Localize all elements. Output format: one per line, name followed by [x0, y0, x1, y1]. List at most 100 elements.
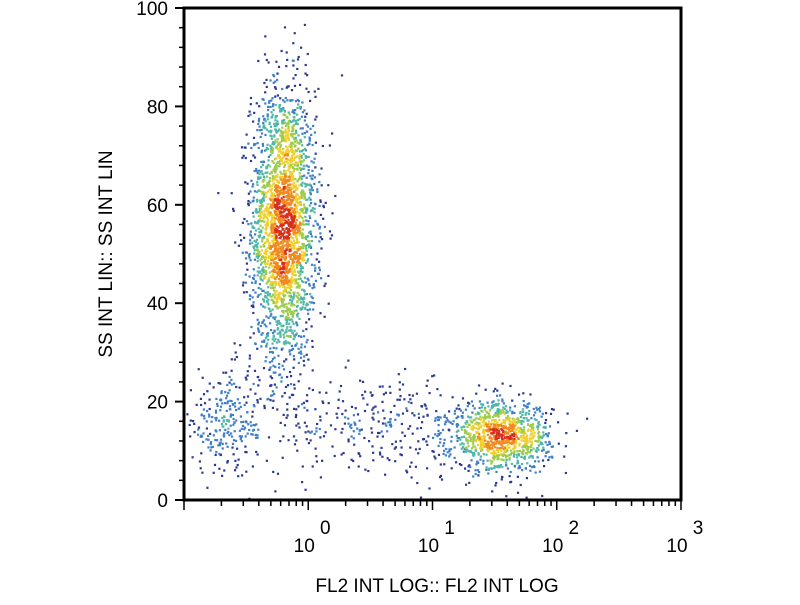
data-point: [480, 449, 483, 452]
data-point: [276, 173, 279, 176]
data-point: [439, 476, 442, 479]
data-point: [508, 426, 511, 429]
data-point: [490, 467, 493, 470]
data-point: [261, 219, 264, 223]
data-point: [284, 286, 287, 289]
data-point: [432, 450, 435, 453]
data-point: [322, 204, 325, 207]
data-point: [262, 298, 265, 301]
data-point: [282, 139, 285, 142]
data-point: [498, 418, 501, 421]
data-point: [469, 432, 472, 435]
data-point: [245, 421, 248, 424]
data-point: [319, 213, 322, 216]
data-point: [244, 257, 248, 260]
data-point: [262, 243, 265, 246]
data-point: [274, 244, 277, 247]
data-point: [250, 424, 253, 427]
data-point: [465, 483, 468, 486]
data-point: [279, 175, 282, 178]
data-point: [283, 198, 286, 201]
data-point: [307, 358, 310, 361]
data-point: [269, 255, 272, 258]
data-point: [406, 471, 409, 474]
data-point: [286, 153, 289, 156]
data-point: [259, 202, 262, 205]
data-point: [472, 452, 475, 455]
data-point: [284, 137, 287, 140]
data-point: [249, 388, 252, 391]
data-point: [295, 227, 298, 230]
data-point: [202, 408, 205, 411]
data-point: [281, 304, 284, 307]
data-point: [272, 216, 275, 219]
data-point: [519, 466, 522, 469]
data-point: [285, 161, 288, 164]
data-point: [291, 237, 294, 240]
data-point: [471, 447, 474, 450]
data-point: [283, 424, 287, 427]
data-point: [273, 213, 277, 216]
data-point: [422, 415, 425, 418]
data-point: [249, 201, 252, 204]
data-point: [260, 274, 263, 277]
data-point: [279, 178, 282, 181]
data-point: [260, 132, 264, 135]
data-point: [503, 419, 506, 422]
data-point: [275, 198, 278, 201]
data-point: [270, 223, 273, 226]
data-point: [352, 459, 355, 463]
data-point: [298, 197, 301, 201]
data-point: [394, 446, 397, 449]
data-point: [293, 304, 296, 307]
data-point: [263, 81, 266, 85]
data-point: [306, 52, 309, 56]
data-point: [280, 49, 283, 53]
data-point: [307, 223, 310, 226]
data-point: [491, 440, 494, 443]
data-point: [283, 205, 286, 208]
data-point: [504, 405, 507, 408]
data-point: [419, 426, 423, 430]
data-point: [290, 276, 293, 279]
data-point: [483, 424, 486, 427]
data-point: [280, 249, 283, 252]
data-point: [223, 432, 226, 435]
data-point: [391, 443, 394, 446]
data-point: [273, 178, 276, 181]
data-point: [529, 469, 532, 472]
data-point: [302, 256, 305, 259]
data-point: [301, 181, 304, 184]
data-point: [285, 202, 288, 206]
data-point: [548, 442, 551, 445]
data-point: [323, 225, 326, 228]
data-point: [260, 249, 263, 252]
data-point: [291, 347, 295, 350]
data-point: [226, 460, 229, 463]
data-point: [283, 100, 286, 103]
data-point: [426, 443, 429, 446]
data-point: [249, 259, 252, 262]
data-point: [348, 425, 352, 428]
data-point: [277, 293, 280, 296]
data-point: [260, 263, 263, 266]
data-point: [292, 435, 296, 438]
data-point: [482, 430, 485, 433]
data-point: [281, 181, 284, 184]
data-point: [281, 132, 284, 136]
data-point: [324, 201, 327, 204]
data-point: [304, 185, 307, 188]
data-point: [250, 304, 253, 307]
data-point: [352, 430, 355, 433]
data-point: [524, 405, 527, 408]
data-point: [279, 275, 282, 278]
data-point: [265, 282, 268, 285]
data-point: [289, 325, 292, 329]
data-point: [437, 444, 440, 447]
data-point: [274, 282, 278, 285]
data-point: [296, 224, 299, 227]
data-point: [248, 298, 251, 301]
data-point: [535, 450, 538, 453]
data-point: [498, 433, 502, 436]
data-point: [265, 325, 268, 328]
